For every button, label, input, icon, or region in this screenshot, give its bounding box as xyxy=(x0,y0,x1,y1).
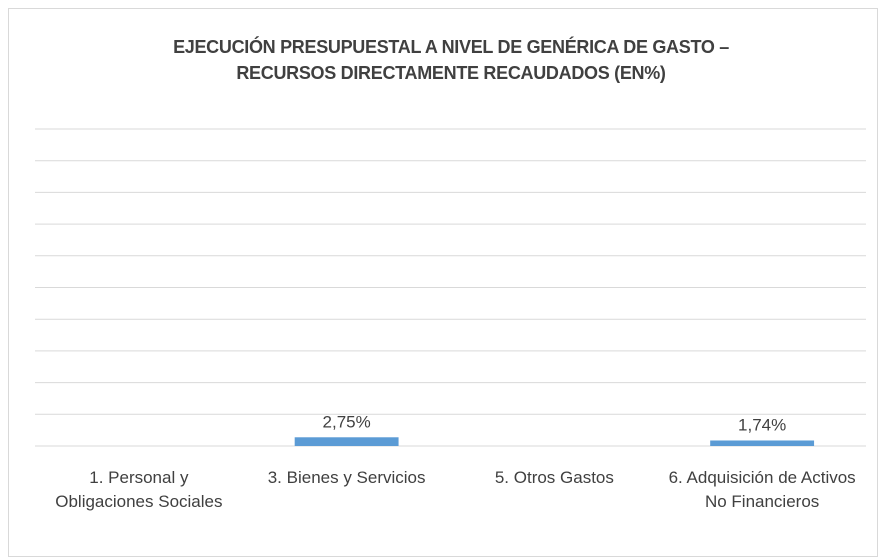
data-label: 2,75% xyxy=(323,412,371,431)
x-tick-label: 5. Otros Gastos xyxy=(494,468,614,487)
bar xyxy=(294,437,399,446)
data-label: 1,74% xyxy=(738,415,786,434)
x-tick-label: 3. Bienes y Servicios xyxy=(267,468,426,487)
bar xyxy=(710,440,815,446)
x-tick-label: 1. Personal y Obligaciones Sociales xyxy=(55,468,223,511)
x-tick-label: 6. Adquisición de Activos No Financieros xyxy=(668,468,856,511)
chart-title: EJECUCIÓN PRESUPUESTAL A NIVEL DE GENÉRI… xyxy=(173,37,729,83)
chart-frame xyxy=(8,8,878,557)
